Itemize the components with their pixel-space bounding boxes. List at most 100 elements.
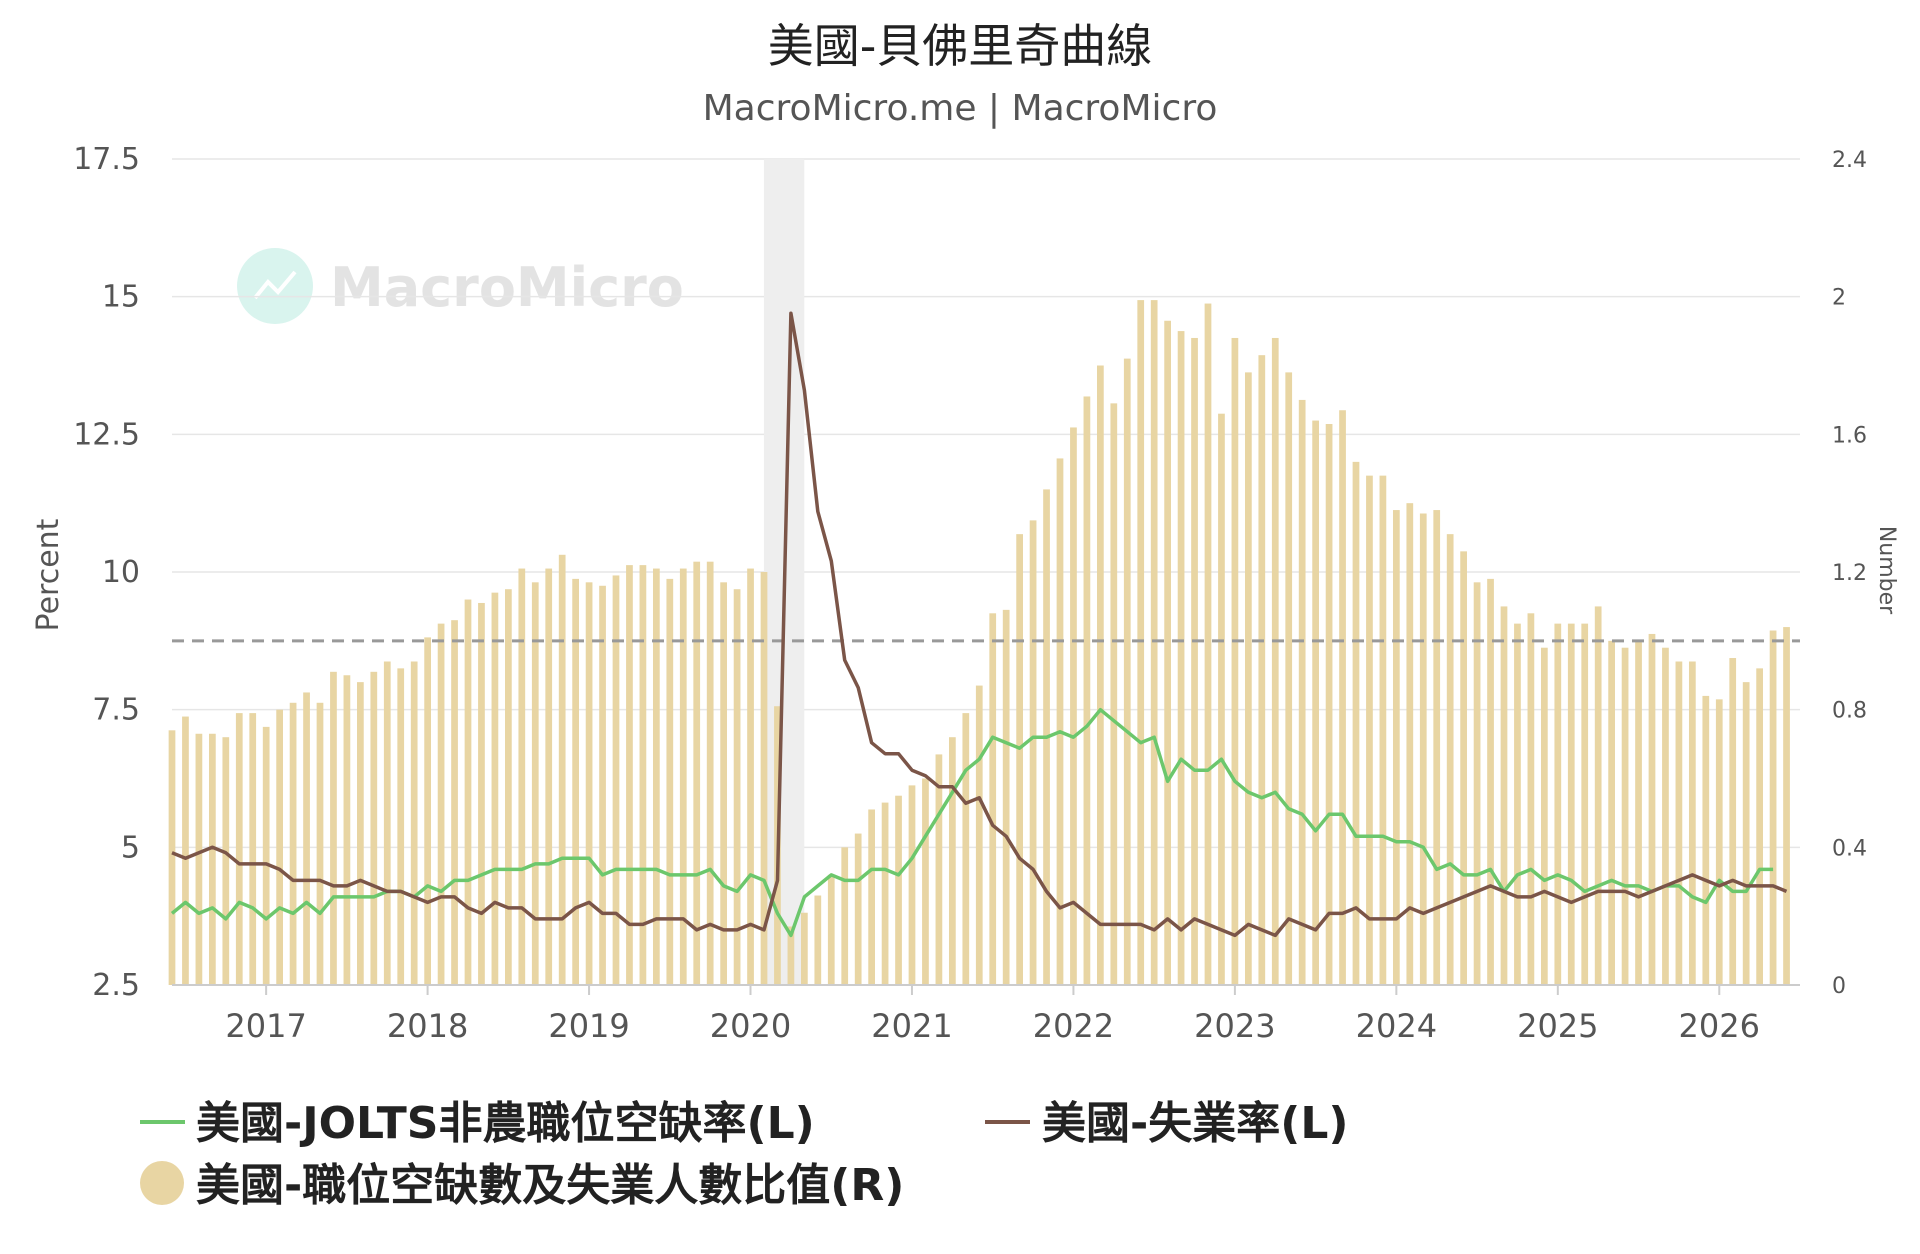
legend-label-ratio: 美國-職位空缺數及失業人數比值(R) [196,1160,904,1211]
ratio-bar [1433,510,1441,985]
chart-title: 美國-貝佛里奇曲線 [768,19,1153,73]
ratio-bar [652,568,660,985]
x-tick-label: 2022 [1033,1007,1114,1045]
ratio-bar [962,713,970,985]
ratio-bar [841,847,849,985]
ratio-bar [262,726,270,985]
ratio-bar [1177,331,1185,985]
ratio-bar [1392,510,1400,985]
unemployment-line [171,311,1788,938]
ratio-bar [208,733,216,985]
ratio-bar [1285,372,1293,986]
jolts-line [170,707,1774,938]
ratio-bar [1446,534,1454,985]
ratio-bar [1231,337,1239,985]
ratio-bar [182,716,189,985]
ratio-bar [800,912,808,985]
ratio-bar [1688,661,1696,985]
x-tick-label: 2018 [387,1007,468,1045]
ratio-bar [1406,503,1414,985]
ratio-bar [706,561,714,985]
legend-item-ratio[interactable]: 美國-職位空缺數及失業人數比值(R) [140,1160,904,1211]
ratio-bar [1070,427,1077,985]
ratio-bar [1554,623,1562,985]
ratio-bar [720,582,727,985]
ratio-bar [679,568,687,985]
ratio-bar [383,661,391,985]
ratio-bar [1783,627,1790,985]
ratio-bar [1500,606,1508,985]
right-axis-ticks: 0 0.4 0.8 1.2 1.6 2 2.4 [1832,148,1867,999]
ratio-bar [989,613,997,985]
ratio-bar [1271,337,1279,985]
legend-item-unemployment[interactable]: 美國-失業率(L) [985,1098,1349,1149]
ratio-bar [478,602,485,985]
ratio-bar [787,926,795,985]
ratio-bar [827,874,835,985]
legend-label-jolts: 美國-JOLTS非農職位空缺率(L) [196,1098,815,1149]
ratio-bar [868,809,875,985]
ratio-bar [1150,300,1158,985]
ratio-bar [504,589,512,985]
ratio-bar [572,578,579,985]
x-axis-ticks: 2017 2018 2019 2020 2021 2022 2023 2024 2025 2026 [225,985,1760,1045]
ratio-bar [249,713,257,985]
ratio-bar [451,620,458,985]
ratio-bar [1352,461,1360,985]
watermark-text: MacroMicro [330,256,684,319]
ratio-bar [1729,658,1737,985]
ratio-bar [1527,613,1535,985]
ratio-bar [491,592,499,985]
left-tick-label: 5 [121,830,140,865]
right-tick-label: 0.8 [1832,699,1867,724]
ratio-bar [356,682,364,985]
right-tick-label: 1.2 [1832,561,1867,586]
ratio-bar [1312,420,1319,986]
ratio-bar [854,833,862,985]
ratio-bar [1379,475,1387,985]
ratio-bar [168,730,176,985]
legend-item-jolts[interactable]: 美國-JOLTS非農職位空缺率(L) [140,1098,815,1149]
ratio-bar [908,785,916,985]
ratio-bar [935,754,943,985]
ratio-bar [1702,695,1710,985]
ratio-bar [760,572,768,985]
ratio-bar [733,589,741,985]
ratio-bar [585,582,593,985]
ratio-bar [1096,365,1104,985]
ratio-bar [437,623,445,985]
x-tick-label: 2026 [1679,1007,1760,1045]
legend: 美國-JOLTS非農職位空缺率(L) 美國-失業率(L) 美國-職位空缺數及失業… [140,1098,1349,1211]
ratio-bar [303,692,310,985]
ratio-bar [612,575,620,985]
ratio-bar [1594,606,1602,985]
ratio-bar [343,675,351,985]
ratio-bar [1608,640,1615,985]
ratio-bar [558,554,566,985]
ratio-bar [1083,396,1091,986]
ratio-bar [518,568,526,985]
ratio-bar [1662,647,1669,985]
ratio-bar [222,737,230,985]
ratio-bar [1298,399,1306,986]
left-axis-title: Percent [31,518,66,631]
ratio-bar [1191,337,1198,985]
x-tick-label: 2025 [1517,1007,1598,1045]
left-tick-label: 12.5 [73,417,140,452]
ratio-bar [1258,355,1266,985]
ratio-bar [1204,303,1212,985]
ratio-bar [195,733,203,985]
right-tick-label: 0.4 [1832,836,1867,861]
ratio-bar [1769,630,1777,985]
ratio-bar [410,661,418,985]
x-tick-label: 2017 [225,1007,306,1045]
legend-circle-icon-tan [140,1161,184,1205]
ratio-bar [922,778,929,985]
x-tick-label: 2024 [1356,1007,1437,1045]
left-tick-label: 15 [102,280,140,315]
watermark-logo-icon [237,248,313,324]
ratio-bar [1581,623,1589,985]
ratio-bar [626,565,633,985]
ratio-bar [948,737,956,985]
